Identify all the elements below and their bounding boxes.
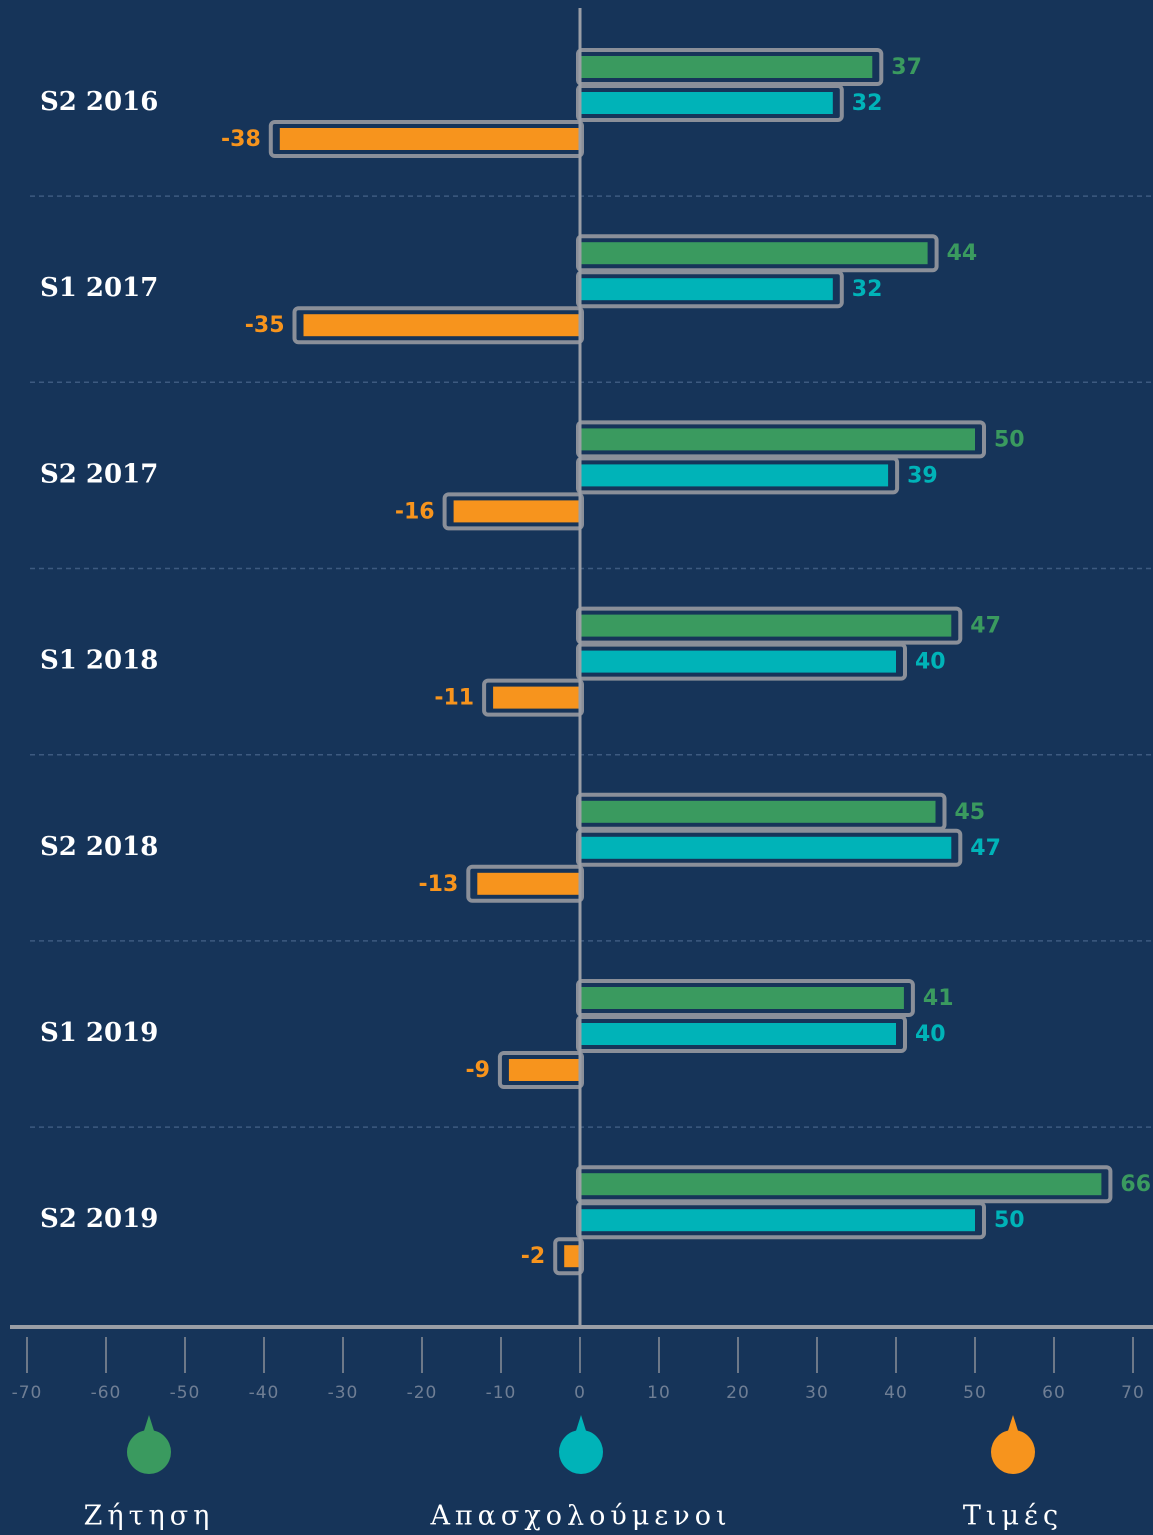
x-tick-label: 60 [1042, 1383, 1066, 1403]
value-label: 50 [994, 427, 1025, 452]
bar-outline [268, 120, 584, 158]
value-label: 66 [1120, 1172, 1151, 1197]
category-label: S1 2017 [40, 273, 158, 303]
legend-marker-pointer [575, 1415, 587, 1434]
x-tick-label: 20 [726, 1383, 750, 1403]
legend-label: Ζήτηση [84, 1501, 215, 1532]
bar [580, 614, 952, 637]
bar-outline [482, 678, 585, 717]
bar [580, 650, 896, 673]
bar [580, 836, 952, 859]
bar-outline [466, 864, 584, 903]
bar [279, 128, 580, 150]
value-label: 45 [955, 800, 986, 825]
x-tick-label: 50 [963, 1383, 987, 1403]
legend-marker-pointer [1007, 1415, 1019, 1434]
value-label: -13 [419, 872, 459, 897]
category-label: S2 2016 [40, 87, 158, 117]
value-label: -11 [434, 686, 474, 711]
bar-outline [292, 306, 584, 345]
bar [303, 314, 580, 337]
bar [580, 1023, 896, 1045]
bar-outline [576, 1201, 986, 1240]
bar [477, 872, 580, 895]
bar-outline [576, 270, 844, 309]
bar-outline [576, 828, 963, 867]
bar-outline [576, 1015, 907, 1053]
bar [493, 686, 580, 709]
category-label: S1 2018 [40, 646, 158, 676]
bar-outline [497, 1051, 584, 1089]
legend-marker-pointer [143, 1415, 155, 1434]
value-label: -38 [221, 127, 261, 152]
bar-outline [576, 642, 907, 681]
value-label: 40 [915, 1022, 946, 1047]
bar [580, 56, 873, 78]
value-label: -2 [521, 1244, 545, 1269]
value-label: 40 [915, 650, 946, 675]
value-label: 32 [852, 91, 883, 116]
legend-marker [559, 1430, 603, 1474]
x-tick-label: 70 [1121, 1383, 1145, 1403]
x-tick-label: -30 [328, 1383, 359, 1403]
x-tick-label: -50 [170, 1383, 201, 1403]
bar [580, 987, 904, 1009]
bar-outline [576, 84, 844, 122]
x-tick-label: 10 [647, 1383, 671, 1403]
value-label: 47 [970, 614, 1001, 639]
x-tick-label: 30 [805, 1383, 829, 1403]
bar-outline [576, 456, 900, 495]
value-label: 41 [923, 986, 954, 1011]
value-label: -16 [395, 499, 435, 524]
value-label: -35 [245, 313, 285, 338]
bar [453, 500, 580, 523]
bar [580, 92, 833, 114]
legend-label: Απασχολούμενοι [429, 1501, 731, 1532]
legend-marker [127, 1430, 171, 1474]
bar [580, 1173, 1102, 1196]
bar [580, 278, 833, 301]
x-tick-label: -20 [407, 1383, 438, 1403]
x-tick-label: -10 [486, 1383, 517, 1403]
value-label: 47 [970, 836, 1001, 861]
bar [580, 800, 936, 823]
bar [580, 428, 975, 451]
category-label: S2 2017 [40, 459, 158, 489]
bar [564, 1245, 580, 1268]
bar [508, 1059, 580, 1081]
x-tick-label: -60 [91, 1383, 122, 1403]
category-label: S2 2018 [40, 832, 158, 862]
category-label: S2 2019 [40, 1204, 158, 1234]
x-tick-label: 40 [884, 1383, 908, 1403]
bar-outline [553, 1237, 585, 1276]
x-tick-label: -40 [249, 1383, 280, 1403]
bar [580, 464, 889, 487]
value-label: 50 [994, 1208, 1025, 1233]
x-tick-label: 0 [574, 1383, 586, 1403]
category-label: S1 2019 [40, 1018, 158, 1048]
legend-marker [991, 1430, 1035, 1474]
value-label: 39 [907, 463, 938, 488]
value-label: 44 [947, 241, 978, 266]
value-label: 37 [891, 55, 922, 80]
value-label: 32 [852, 277, 883, 302]
legend-label: Τιμές [963, 1501, 1063, 1532]
value-label: -9 [465, 1058, 489, 1083]
bar [580, 1209, 975, 1232]
x-tick-label: -70 [12, 1383, 43, 1403]
bar [580, 242, 928, 265]
bar-outline [442, 492, 584, 531]
